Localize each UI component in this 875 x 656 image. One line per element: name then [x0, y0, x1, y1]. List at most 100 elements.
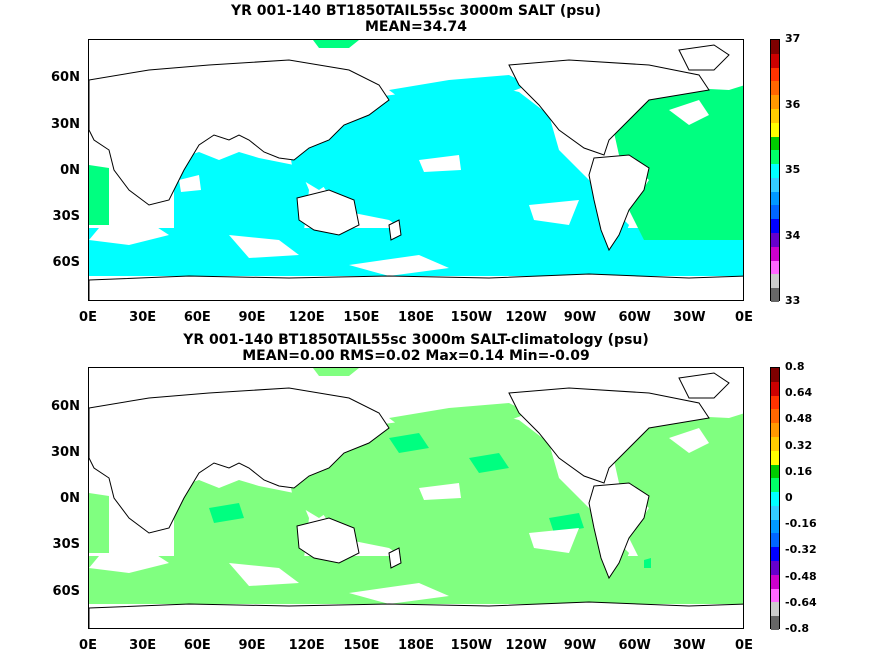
map1-colorbar-label: 37	[785, 32, 801, 45]
map1-colorbar-label: 36	[785, 97, 801, 111]
map2-colorbar-swatch	[771, 574, 779, 590]
map2-colorbar-swatch	[771, 616, 779, 631]
map2-colorbar-swatch	[771, 368, 779, 383]
map2-atlantic	[89, 368, 743, 568]
map2-colorbar-label: 0.64	[785, 386, 813, 400]
map1-atlantic	[89, 40, 743, 240]
map2-lon-label: 30E	[129, 638, 157, 653]
map2-svg	[89, 368, 743, 628]
map1-lat-30n: 30N	[51, 117, 80, 132]
map2-lon-label: 60W	[618, 638, 651, 653]
map2-colorbar-swatch	[771, 450, 779, 466]
map2-lat-30s: 30S	[52, 537, 80, 552]
map2-colorbar-label: 0.48	[785, 412, 813, 426]
map1-lat-0n: 0N	[60, 163, 80, 178]
map1-colorbar-swatch	[771, 136, 779, 151]
map1-colorbar-label: 33	[785, 294, 801, 307]
map2-colorbar-swatch	[771, 505, 779, 521]
map2-colorbar	[770, 367, 780, 631]
map2-plot-area	[88, 367, 744, 629]
map1-colorbar-swatch	[771, 40, 779, 55]
map2-colorbar-label: 0.32	[785, 438, 813, 452]
map1-svg	[89, 40, 743, 300]
map1-colorbar-swatch	[771, 81, 779, 96]
map1-colorbar-swatch	[771, 260, 779, 275]
map1-colorbar-swatch	[771, 219, 779, 234]
map2-lat-60s: 60S	[52, 584, 80, 599]
map2-lon-label: 120E	[288, 638, 325, 653]
map2-lon-label: 150E	[343, 638, 380, 653]
map2-colorbar-swatch	[771, 436, 779, 452]
map2-colorbar-swatch	[771, 602, 779, 617]
map2-colorbar-swatch	[771, 409, 779, 424]
map2-colorbar-swatch	[771, 478, 779, 493]
map2-colorbar-label: -0.64	[785, 595, 817, 609]
map1-lat-60s: 60S	[52, 255, 80, 270]
map2-colorbar-swatch	[771, 547, 779, 562]
map2-ridges	[89, 428, 709, 604]
map1-colorbar-swatch	[771, 288, 779, 303]
map2-colorbar-swatch	[771, 561, 779, 576]
map2-colorbar-label: -0.16	[785, 517, 817, 531]
map2-lon-label: 0E	[735, 638, 753, 653]
map2-lat-0n: 0N	[60, 491, 80, 506]
map1-colorbar-swatch	[771, 122, 779, 138]
map1-lon-label: 150E	[343, 310, 380, 325]
map1-mean: MEAN=34.74	[364, 19, 468, 35]
map1-colorbar-swatch	[771, 150, 779, 165]
map1-colorbar	[770, 39, 780, 303]
map2-colorbar-swatch	[771, 395, 779, 410]
map2-land	[89, 372, 743, 628]
map2-lat-30n: 30N	[51, 445, 80, 460]
map2-patches	[209, 433, 651, 568]
map1-colorbar-swatch	[771, 177, 779, 193]
map2-colorbar-swatch	[771, 423, 779, 438]
map1-colorbar-swatch	[771, 95, 779, 110]
map2-colorbar-label: -0.32	[785, 543, 817, 557]
map1-lon-label: 60E	[183, 310, 211, 325]
map2-colorbar-label: 0	[785, 491, 793, 504]
map1-colorbar-swatch	[771, 53, 779, 69]
map1-lon-label: 180E	[397, 310, 435, 325]
map1-ridges	[89, 100, 709, 276]
map1-colorbar-swatch	[771, 233, 779, 248]
map2-colorbar-swatch	[771, 464, 779, 479]
map2-lon-label: 150W	[450, 638, 493, 653]
map1-colorbar-swatch	[771, 191, 779, 206]
map2-colorbar-label: -0.48	[785, 569, 817, 583]
map2-lon-label: 0E	[79, 638, 97, 653]
map1-lat-60n: 60N	[51, 70, 80, 85]
map1-land	[89, 44, 743, 300]
map2-colorbar-swatch	[771, 588, 779, 603]
map1-lon-label: 0E	[735, 310, 753, 325]
map2-colorbar-swatch	[771, 381, 779, 397]
map2-colorbar-label: 0.8	[785, 360, 805, 373]
map1-lon-label: 90E	[238, 310, 266, 325]
map2-lon-label: 30W	[673, 638, 706, 653]
map1-lon-label: 120W	[505, 310, 547, 325]
map1-colorbar-swatch	[771, 108, 779, 124]
map1-colorbar-swatch	[771, 205, 779, 220]
map2-lon-label: 180E	[397, 638, 435, 653]
map1-colorbar-swatch	[771, 246, 779, 262]
map2-colorbar-label: -0.8	[785, 622, 810, 635]
map2-colorbar-swatch	[771, 533, 779, 548]
map1-colorbar-label: 34	[785, 228, 801, 242]
map1-colorbar-swatch	[771, 67, 779, 82]
map1-plot-area	[88, 39, 744, 301]
map2-colorbar-swatch	[771, 519, 779, 534]
map1-colorbar-swatch	[771, 274, 779, 289]
map2-stats: MEAN=0.00 RMS=0.02 Max=0.14 Min=-0.09	[242, 348, 590, 364]
map1-lon-label: 60W	[618, 310, 651, 325]
map1-lon-label: 30E	[129, 310, 157, 325]
map1-lon-label: 120E	[288, 310, 325, 325]
map1-lat-30s: 30S	[52, 209, 80, 224]
map2-title: YR 001-140 BT1850TAIL55sc 3000m SALT-cli…	[183, 332, 649, 348]
map1-title: YR 001-140 BT1850TAIL55sc 3000m SALT (ps…	[230, 3, 601, 19]
map2-lon-label: 120W	[505, 638, 547, 653]
map2-lat-60n: 60N	[51, 399, 80, 414]
map2-lon-label: 60E	[183, 638, 211, 653]
map1-colorbar-label: 35	[785, 163, 801, 176]
map1-lon-label: 90W	[563, 310, 597, 325]
map2-colorbar-label: 0.16	[785, 464, 813, 478]
